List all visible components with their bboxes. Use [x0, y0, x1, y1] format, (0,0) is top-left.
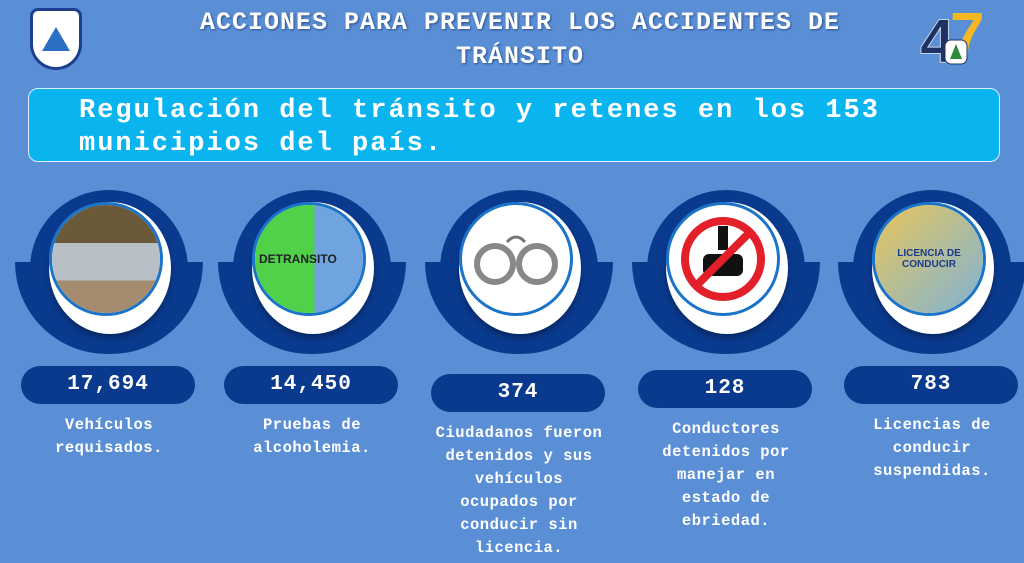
banner-line-1: Regulación del tránsito y retenes en los…	[79, 96, 880, 126]
banner-line-2: municipios del país.	[79, 129, 444, 159]
description-line: suspendidas.	[873, 462, 991, 480]
no-drunk-driving-icon	[666, 202, 780, 316]
stat-description: Vehículos requisados.	[0, 414, 223, 460]
description-line: estado de	[681, 489, 771, 507]
stat-value: 783	[844, 366, 1018, 404]
anniversary-47-logo: 4 7	[920, 4, 984, 70]
description-line: Ciudadanos fueron	[435, 424, 603, 442]
description-line: conducir	[892, 439, 972, 457]
stat-card: DETRANSITO 14,450 Pruebas de alcoholemia.	[218, 180, 418, 563]
title-line-2: TRÁNSITO	[455, 42, 585, 71]
stat-value: 14,450	[224, 366, 398, 404]
photo-text: LICENCIA DE CONDUCIR	[875, 205, 983, 313]
description-line: Licencias de	[873, 416, 991, 434]
stat-card: LICENCIA DE CONDUCIR 783 Licencias de con…	[838, 180, 1024, 563]
no-drunk-driving-icon	[681, 217, 765, 301]
description-line: manejar en	[676, 466, 775, 484]
description-line: vehículos	[474, 470, 564, 488]
stat-card: 17,694 Vehículos requisados.	[15, 180, 215, 563]
police-logo	[30, 8, 82, 70]
description-line: Conductores	[672, 420, 780, 438]
description-line: alcoholemia.	[253, 439, 371, 457]
handcuffs-icon	[474, 235, 558, 285]
stat-description: Licencias de conducir suspendidas.	[818, 414, 1024, 483]
description-line: detenidos y sus	[445, 447, 593, 465]
banner: Regulación del tránsito y retenes en los…	[28, 88, 1000, 162]
stat-value: 17,694	[21, 366, 195, 404]
stat-value: 374	[431, 374, 605, 412]
stat-value: 128	[638, 370, 812, 408]
stat-description: Pruebas de alcoholemia.	[198, 414, 426, 460]
stat-description: Ciudadanos fueron detenidos y sus vehículo…	[405, 422, 633, 560]
description-line: licencia.	[474, 539, 564, 557]
description-line: requisados.	[55, 439, 163, 457]
description-line: detenidos por	[662, 443, 790, 461]
stat-card: 374 Ciudadanos fueron detenidos y sus vehí…	[425, 180, 625, 563]
page-title: ACCIONES PARA PREVENIR LOS ACCIDENTES DE…	[120, 6, 920, 74]
title-line-1: ACCIONES PARA PREVENIR LOS ACCIDENTES DE	[199, 8, 841, 37]
description-line: Vehículos	[64, 416, 154, 434]
handcuffs-icon	[459, 202, 573, 316]
description-line: Pruebas de	[262, 416, 361, 434]
description-line: conducir sin	[460, 516, 578, 534]
stat-card: 128 Conductores detenidos por manejar en es…	[632, 180, 832, 563]
svg-text:4: 4	[920, 7, 955, 70]
stat-description: Conductores detenidos por manejar en estado…	[612, 418, 840, 533]
driver-license-photo: LICENCIA DE CONDUCIR	[872, 202, 986, 316]
alcohol-test-photo: DETRANSITO	[252, 202, 366, 316]
description-line: ocupados por	[460, 493, 578, 511]
description-line: ebriedad.	[681, 512, 771, 530]
photo-text: DETRANSITO	[255, 205, 363, 313]
traffic-stop-photo	[49, 202, 163, 316]
